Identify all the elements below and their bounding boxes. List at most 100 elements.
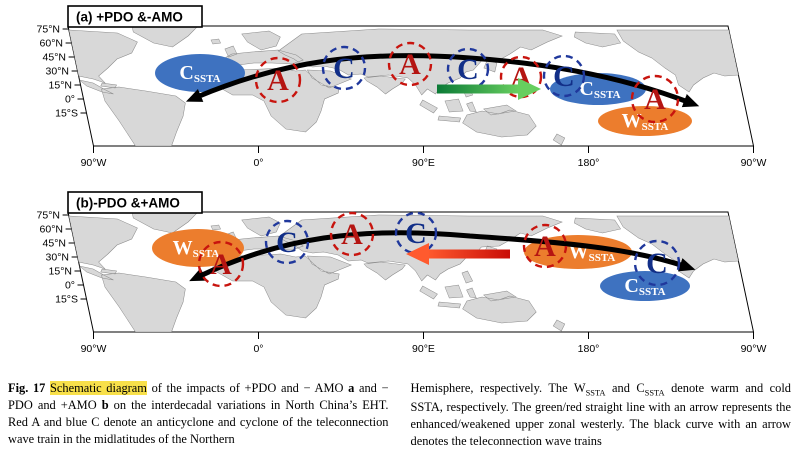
caption-text: and C xyxy=(605,381,645,395)
ssta-subscript: SSTA xyxy=(642,121,669,133)
lon-tick-label: 180° xyxy=(578,343,600,355)
cyclone-letter: C xyxy=(405,217,427,250)
green-arrowhead-icon xyxy=(518,78,541,100)
lat-tick-label: 15°S xyxy=(55,294,78,306)
cyclone-letter: C xyxy=(457,53,479,86)
anticyclone-dashed-circle xyxy=(630,74,680,124)
panel-a-tag-label: (a) +PDO &-AMO xyxy=(76,10,183,25)
panel-a-lat-axis: 75°N 60°N 45°N 30°N 15°N 0° 15°S xyxy=(37,24,87,120)
wave-node-anticyclone: A xyxy=(630,74,680,124)
cyclone-dashed-circle xyxy=(394,211,438,255)
red-arrowhead-icon xyxy=(406,243,429,265)
lat-tick-label: 75°N xyxy=(37,24,60,36)
caption-right-column: Hemisphere, respectively. The WSSTA and … xyxy=(411,380,792,450)
wave-node-anticyclone: A xyxy=(197,240,245,288)
caption-text: and − PDO and +AMO xyxy=(8,381,389,413)
ssta-letter: C xyxy=(579,78,593,100)
lat-tick-label: 60°N xyxy=(40,38,63,50)
wave-node-cyclone: C xyxy=(264,219,310,265)
cyclone-dashed-circle xyxy=(321,45,367,91)
anticyclone-dashed-circle xyxy=(197,240,245,288)
ssta-letter: W xyxy=(173,237,193,259)
lat-tick-label: 60°N xyxy=(40,224,63,236)
ssta-subscript: SSTA xyxy=(589,252,616,264)
panel-b-tag-label: (b)-PDO &+AMO xyxy=(76,196,180,211)
wave-node-cyclone: C xyxy=(321,45,367,91)
lat-tick-label: 30°N xyxy=(46,66,69,78)
wave-node-cyclone: C xyxy=(394,211,438,255)
lat-tick-label: 0° xyxy=(65,94,75,106)
svg-text:WSSTA: WSSTA xyxy=(622,110,669,133)
caption-text: Hemisphere, respectively. The W xyxy=(410,381,586,395)
ssta-letter: C xyxy=(179,62,193,84)
lat-tick-label: 45°N xyxy=(43,52,66,64)
lat-tick-label: 0° xyxy=(65,280,75,292)
cyclone-dashed-circle xyxy=(633,239,681,287)
panel-b-lat-axis: 75°N 60°N 45°N 30°N 15°N 0° 15°S xyxy=(37,210,87,306)
lat-tick-label: 15°N xyxy=(49,266,72,278)
ssta-letter: C xyxy=(624,275,638,297)
ssta-letter: W xyxy=(622,110,642,132)
cold-ssta-atlantic-ellipse: CSSTA xyxy=(155,54,245,92)
wave-node-anticyclone: A xyxy=(254,56,302,104)
ssta-subscript: SSTA xyxy=(639,286,666,298)
lon-tick-label: 90°E xyxy=(412,157,435,169)
figure-caption: Fig. 17 Schematic diagram of the impacts… xyxy=(0,372,799,450)
weakened-westerly-arrow xyxy=(406,243,510,265)
lon-tick-label: 0° xyxy=(253,343,263,355)
wave-node-anticyclone: A xyxy=(387,41,433,87)
cyclone-dashed-circle xyxy=(264,219,310,265)
warm-ssta-pacific-ellipse: WSSTA xyxy=(598,106,692,136)
enhanced-westerly-arrow xyxy=(437,78,541,100)
wave-node-cyclone: C xyxy=(446,47,490,91)
ssta-subscript: SSTA xyxy=(585,387,606,398)
teleconnection-wave-train-curve xyxy=(185,53,700,108)
teleconnection-wave-train-curve xyxy=(189,230,696,282)
caption-text: on the interdecadal variations in North … xyxy=(8,398,389,447)
ssta-subscript: SSTA xyxy=(644,387,665,398)
ssta-subscript: SSTA xyxy=(594,89,621,101)
lon-tick-label: 90°W xyxy=(741,343,767,355)
lon-tick-label: 90°W xyxy=(81,157,107,169)
anticyclone-dashed-circle xyxy=(522,223,568,269)
anticyclone-letter: A xyxy=(534,230,556,263)
panel-ref-b: b xyxy=(101,398,109,413)
lat-tick-label: 15°N xyxy=(49,80,72,92)
wave-node-cyclone: C xyxy=(542,54,586,98)
figure-number: Fig. 17 xyxy=(8,381,51,395)
wave-node-anticyclone: A xyxy=(522,223,568,269)
cyclone-dashed-circle xyxy=(542,54,586,98)
anticyclone-letter: A xyxy=(644,83,666,116)
lat-tick-label: 45°N xyxy=(43,238,66,250)
anticyclone-letter: A xyxy=(210,248,232,281)
highlighted-text: Schematic diagram xyxy=(50,381,147,395)
panel-a-tag: (a) +PDO &-AMO xyxy=(67,5,203,28)
anticyclone-dashed-circle xyxy=(254,56,302,104)
lon-tick-label: 0° xyxy=(253,157,263,169)
panel-a-figure: 75°N 60°N 45°N 30°N 15°N 0° 15°S 90°W 0°… xyxy=(37,5,767,169)
cyclone-letter: C xyxy=(646,247,668,280)
panel-ref-a: a xyxy=(348,381,355,395)
anticyclone-dashed-circle xyxy=(329,211,375,257)
lon-tick-label: 90°W xyxy=(741,157,767,169)
panel-b-figure: 75°N 60°N 45°N 30°N 15°N 0° 15°S 90°W 0°… xyxy=(37,191,767,355)
caption-text: denote warm and cold SSTA, respectively.… xyxy=(410,381,792,449)
lat-tick-label: 15°S xyxy=(55,108,78,120)
lon-tick-label: 90°W xyxy=(81,343,107,355)
wave-node-cyclone: C xyxy=(633,239,681,287)
caption-text: of the impacts of +PDO and − AMO xyxy=(146,381,349,395)
lat-tick-label: 75°N xyxy=(37,210,60,222)
anticyclone-letter: A xyxy=(341,218,363,251)
caption-left-column: Fig. 17 Schematic diagram of the impacts… xyxy=(8,380,389,450)
lon-tick-label: 180° xyxy=(578,157,600,169)
lon-tick-label: 90°E xyxy=(412,343,435,355)
panel-a-lon-axis: 90°W 0° 90°E 180° 90°W xyxy=(81,146,767,169)
warm-ssta-atlantic-ellipse: WSSTA xyxy=(152,229,244,267)
cyclone-letter: C xyxy=(333,52,355,85)
lat-tick-label: 30°N xyxy=(46,252,69,264)
anticyclone-dashed-circle xyxy=(499,55,543,99)
anticyclone-letter: A xyxy=(267,64,289,97)
svg-text:CSSTA: CSSTA xyxy=(179,62,220,85)
wave-node-anticyclone: A xyxy=(329,211,375,257)
